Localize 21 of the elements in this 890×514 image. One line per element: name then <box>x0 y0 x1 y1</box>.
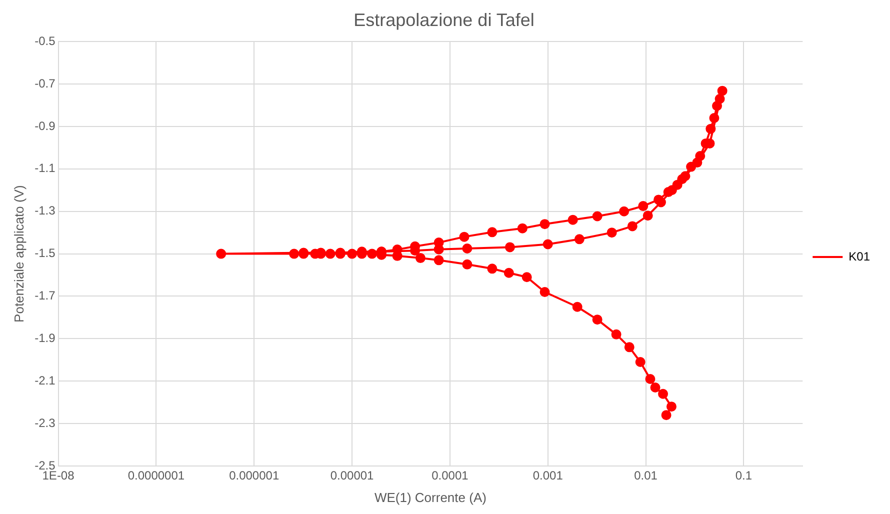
chart-title: Estrapolazione di Tafel <box>354 10 534 30</box>
x-tick-label: 0.000001 <box>229 468 280 483</box>
y-axis-title: Potenziale applicato (V) <box>11 185 26 322</box>
y-tick-label: -0.9 <box>34 118 56 133</box>
x-tick-label: 0.001 <box>532 468 564 483</box>
y-tick-label: -1.5 <box>34 246 56 260</box>
y-tick-label: -0.5 <box>34 34 56 48</box>
y-tick-label: -2.3 <box>34 416 56 430</box>
x-tick-label: 0.1 <box>735 468 752 483</box>
x-axis-title: WE(1) Corrente (A) <box>374 490 486 505</box>
x-tick-label: 0.01 <box>634 468 658 483</box>
y-tick-label: -1.9 <box>34 330 56 345</box>
y-tick-label: -1.3 <box>34 204 56 218</box>
legend-label: K01 <box>848 249 870 264</box>
x-tick-label: 0.00001 <box>330 468 374 483</box>
x-tick-label: 0.0000001 <box>128 468 185 483</box>
y-tick-label: -1.7 <box>34 288 56 303</box>
y-tick-label: -0.7 <box>34 76 56 90</box>
x-tick-label: 0.0001 <box>432 468 469 483</box>
y-tick-label: -1.1 <box>34 161 56 176</box>
y-tick-label: -2.1 <box>34 373 56 388</box>
